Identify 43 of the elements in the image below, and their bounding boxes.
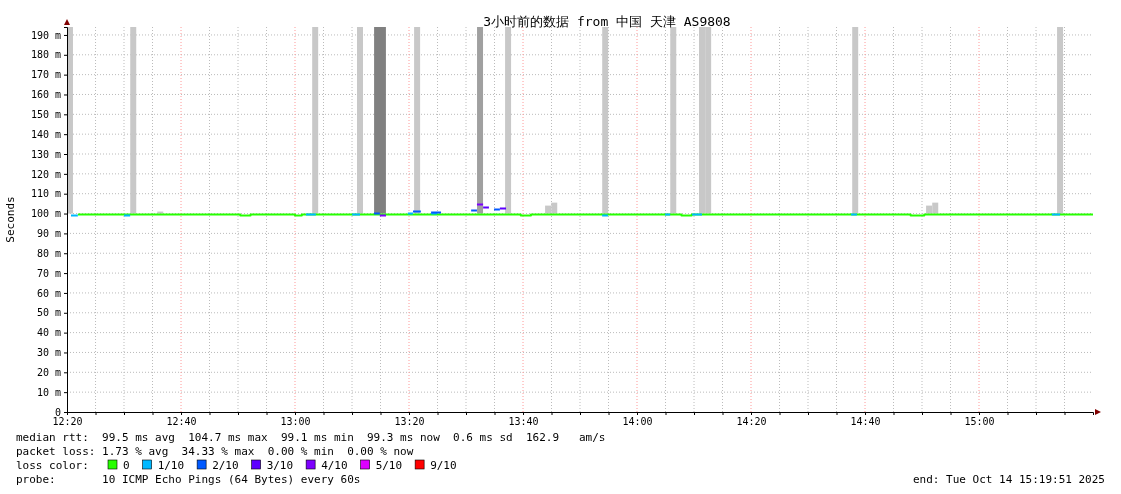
y-tick-label: 180 m (30, 49, 61, 61)
y-tick-label: 100 m (30, 208, 61, 220)
x-tick-label: 12:40 (166, 416, 197, 428)
text: end: Tue Oct 14 15:19:51 2025 (912, 473, 1105, 486)
x-tick-label: 13:00 (280, 416, 311, 428)
y-tick-label: 190 m (30, 29, 61, 41)
text: packet loss: 1.73 % avg 34.33 % max 0.00 % min 0.00 % now (16, 445, 414, 458)
y-tick-label: 0 (54, 406, 61, 418)
legend-label: 4/10 (321, 459, 348, 472)
legend-label: 5/10 (375, 459, 403, 472)
y-axis-title: Seconds (4, 196, 17, 243)
x-tick-label: 13:40 (508, 416, 539, 428)
legend-label: 3/10 (266, 459, 294, 472)
y-tick-label: 50 m (36, 307, 61, 319)
y-tick-label: 40 m (36, 327, 61, 339)
y-tick-label: 60 m (36, 287, 61, 299)
y-tick-label: 30 m (36, 347, 61, 359)
y-tick-label: 140 m (30, 128, 61, 140)
y-tick-label: 150 m (30, 109, 61, 121)
y-tick-label: 160 m (30, 89, 61, 101)
legend-label: 9/10 (430, 459, 457, 472)
y-tick-label: 80 m (36, 247, 61, 259)
legend-label: 2/10 (212, 459, 239, 472)
x-tick-label: 14:20 (736, 416, 767, 428)
legend-label: 1/10 (157, 459, 185, 472)
y-tick-label: 10 m (36, 386, 61, 398)
y-tick-label: 130 m (30, 148, 61, 160)
x-tick-label: 13:20 (394, 416, 425, 428)
y-tick-label: 90 m (36, 228, 61, 240)
x-tick-label: 14:00 (622, 416, 653, 428)
y-tick-label: 20 m (36, 367, 61, 379)
y-tick-label: 70 m (36, 267, 61, 279)
text: probe: 10 ICMP Echo Pings (64 Bytes) every 60s (16, 473, 361, 486)
text: median rtt: 99.5 ms avg 104.7 ms max 99.1 ms min 99.3 ms now 0.6 ms sd 162.9 am/s (16, 431, 606, 444)
x-tick-label: 12:20 (52, 416, 83, 428)
legend-title: loss color: (16, 459, 89, 472)
y-tick-label: 120 m (30, 168, 61, 180)
y-tick-label: 110 m (30, 188, 61, 200)
legend-label: 0 (123, 459, 130, 472)
chart-title: 3小时前的数据 from 中国 天津 AS9808 (483, 14, 731, 29)
y-tick-label: 170 m (30, 69, 61, 81)
x-tick-label: 15:00 (964, 416, 995, 428)
x-tick-label: 14:40 (850, 416, 881, 428)
